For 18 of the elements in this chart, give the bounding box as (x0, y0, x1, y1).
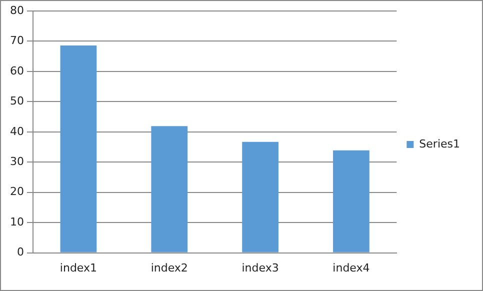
y-tick-label: 20 (10, 185, 24, 198)
x-tick-label: index3 (242, 261, 279, 274)
y-tick-label: 10 (10, 215, 24, 228)
y-tick-label: 70 (10, 34, 24, 48)
legend-label: Series1 (419, 137, 460, 150)
y-tick-label: 60 (10, 64, 24, 78)
bar (151, 126, 188, 252)
bar (333, 150, 370, 252)
y-tick-label: 0 (16, 246, 24, 259)
y-tick-label: 30 (10, 154, 24, 168)
x-tick-label: index2 (150, 261, 188, 274)
bar (60, 45, 97, 252)
x-tick-label: index4 (332, 261, 370, 274)
x-tick-label: index1 (60, 261, 98, 274)
bar (242, 142, 278, 252)
y-tick-label: 50 (10, 94, 24, 108)
y-tick-label: 40 (10, 124, 24, 138)
y-tick-label: 80 (10, 4, 24, 17)
